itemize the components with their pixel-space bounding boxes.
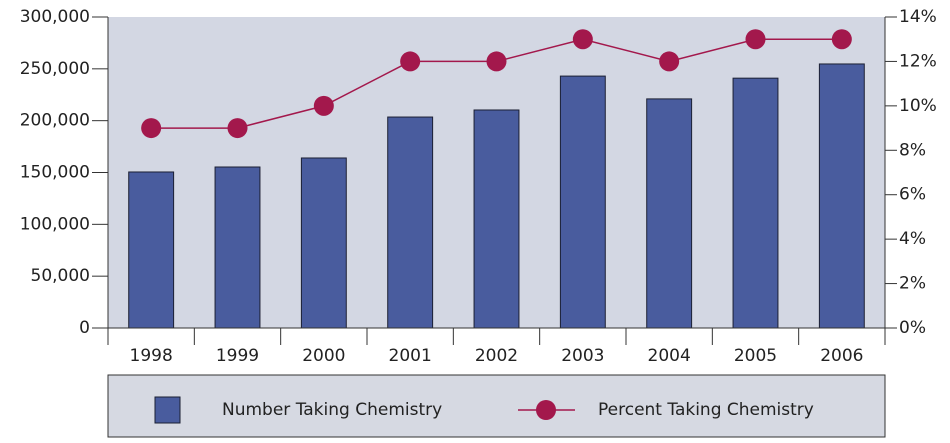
point [400,51,421,72]
y-tick-label: 150,000 [20,163,90,183]
y2-tick-label: 0% [899,318,926,338]
x-tick-label: 1999 [216,346,259,366]
y-tick-label: 200,000 [20,111,90,131]
point [313,95,334,116]
x-tick-label: 2003 [561,346,604,366]
x-tick-label: 2006 [820,346,863,366]
legend-marker [536,400,556,420]
y-tick-label: 100,000 [20,214,90,234]
y2-tick-label: 2% [899,274,926,294]
bar [818,63,865,329]
legend-box [107,374,886,438]
y2-tick-label: 12% [899,51,937,71]
bar [300,157,347,329]
y-tick-label: 250,000 [20,59,90,79]
x-tick-label: 1998 [130,346,173,366]
y-tick-label: 0 [79,318,90,338]
point [831,29,852,50]
bar [128,171,175,329]
bar [559,75,606,329]
y2-tick-label: 8% [899,140,926,160]
bar [732,77,779,329]
legend-swatch [154,396,181,424]
point [486,51,507,72]
y-tick-label: 300,000 [20,7,90,27]
y-tick-label: 50,000 [31,266,90,286]
y2-tick-label: 10% [899,96,937,116]
y2-tick-label: 4% [899,229,926,249]
point [572,29,593,50]
x-tick-label: 2000 [302,346,345,366]
legend-label: Number Taking Chemistry [222,400,442,420]
x-tick-label: 2005 [734,346,777,366]
bar [214,166,261,329]
point [745,29,766,50]
point [659,51,680,72]
x-tick-label: 2002 [475,346,518,366]
bar [646,98,693,329]
y2-tick-label: 6% [899,185,926,205]
point [227,118,248,139]
bar [473,109,520,329]
x-tick-label: 2004 [648,346,691,366]
bar [387,116,434,329]
x-tick-label: 2001 [389,346,432,366]
y2-tick-label: 14% [899,7,937,27]
point [141,118,162,139]
legend-label: Percent Taking Chemistry [598,400,814,420]
